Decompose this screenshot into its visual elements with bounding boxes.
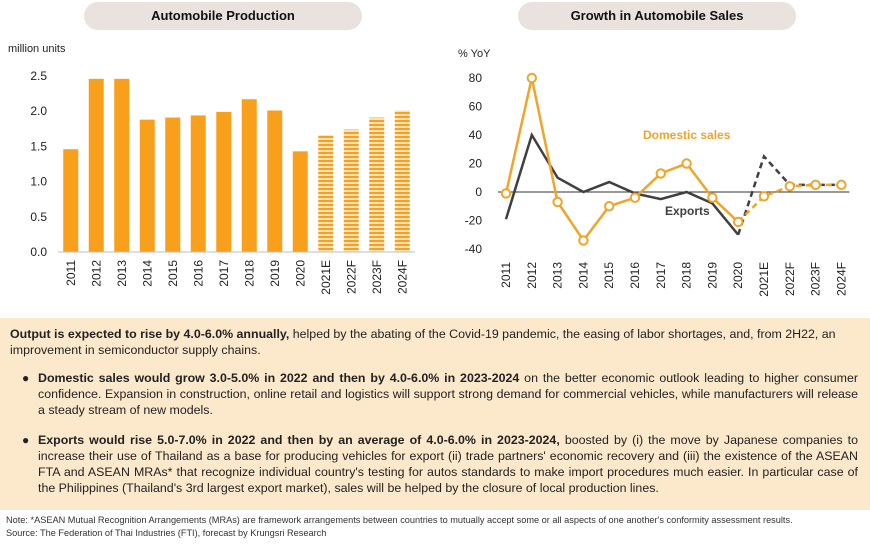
line-y-tick-label: 60 bbox=[469, 100, 483, 114]
bullet-marker-1: ● bbox=[22, 371, 30, 385]
source-footnote: Source: The Federation of Thai Industrie… bbox=[6, 528, 327, 538]
production-bar bbox=[114, 78, 130, 252]
exports-bullet-text: boosted by (i) the move by Japanese comp… bbox=[38, 433, 858, 495]
summary-lead-paragraph: Output is expected to rise by 4.0-6.0% a… bbox=[10, 326, 862, 358]
domestic-sales-marker bbox=[707, 192, 718, 203]
automobile-sales-growth-line-chart: % YoY 80 60 40 20 0 -20 -40 2011 2012 2013 2014 20… bbox=[458, 48, 850, 297]
production-bar bbox=[394, 110, 410, 252]
bar-x-tick-label: 2015 bbox=[166, 260, 180, 287]
note-footnote: Note: *ASEAN Mutual Recognition Arrangem… bbox=[6, 515, 793, 525]
line-y-tick-label: 80 bbox=[469, 71, 483, 85]
production-bar bbox=[343, 129, 359, 252]
line-y-tick-label: -20 bbox=[465, 214, 483, 228]
production-bar bbox=[241, 99, 257, 253]
bar-y-tick-label: 1.0 bbox=[30, 175, 47, 189]
exports-forecast-line bbox=[737, 153, 842, 236]
line-x-tick-label: 2016 bbox=[628, 262, 642, 289]
line-x-tick-label: 2012 bbox=[525, 262, 539, 289]
production-bar bbox=[63, 149, 79, 252]
domestic-sales-bullet: Domestic sales would grow 3.0-5.0% in 20… bbox=[38, 370, 858, 418]
bar-x-tick-label: 2011 bbox=[64, 260, 78, 286]
domestic-sales-marker bbox=[552, 196, 563, 208]
domestic-sales-marker bbox=[836, 179, 847, 191]
bar-x-tick-label: 2013 bbox=[115, 260, 129, 287]
line-x-tick-label: 2017 bbox=[654, 262, 668, 289]
domestic-sales-marker bbox=[655, 168, 667, 179]
bar-x-tick-label: 2017 bbox=[217, 260, 231, 287]
line-y-tick-label: 0 bbox=[475, 185, 482, 199]
bar-x-tick-label: 2020 bbox=[293, 260, 307, 287]
production-bar bbox=[216, 111, 232, 253]
production-bar bbox=[369, 117, 385, 252]
domestic-sales-marker bbox=[758, 191, 770, 202]
bar-x-tick-label: 2022F bbox=[344, 260, 358, 294]
production-bar bbox=[292, 151, 308, 252]
production-bar bbox=[267, 110, 283, 252]
summary-lead-bold: Output is expected to rise by 4.0-6.0% a… bbox=[10, 327, 290, 341]
line-x-tick-label: 2020 bbox=[731, 262, 745, 289]
production-bar bbox=[88, 78, 104, 252]
line-x-tick-label: 2014 bbox=[576, 262, 590, 289]
production-bar bbox=[165, 117, 181, 252]
domestic-sales-marker bbox=[578, 235, 589, 246]
domestic-sales-marker bbox=[681, 158, 692, 169]
domestic-sales-marker bbox=[500, 188, 512, 199]
line-x-tick-label: 2021E bbox=[757, 262, 771, 297]
production-bar bbox=[190, 115, 206, 252]
summary-lead-text: helped by the abating of the Covid-19 pa… bbox=[10, 327, 836, 357]
line-x-tick-label: 2024F bbox=[834, 262, 848, 296]
bar-y-tick-label: 1.5 bbox=[30, 139, 47, 153]
domestic-sales-marker bbox=[526, 72, 538, 84]
line-y-tick-label: -40 bbox=[465, 242, 483, 256]
domestic-sales-marker bbox=[604, 201, 615, 212]
bar-x-tick-label: 2024F bbox=[395, 260, 409, 294]
exports-series-label: Exports bbox=[665, 204, 710, 218]
summary-panel: Output is expected to rise by 4.0-6.0% a… bbox=[0, 318, 870, 510]
bar-x-tick-label: 2019 bbox=[268, 260, 282, 287]
domestic-sales-marker bbox=[733, 216, 744, 228]
domestic-sales-bullet-text: on the better economic outlook leading t… bbox=[38, 371, 858, 417]
bar-y-tick-label: 2.0 bbox=[30, 104, 47, 118]
line-y-tick-label: 20 bbox=[469, 157, 483, 171]
bar-y-tick-label: 0.0 bbox=[30, 245, 47, 259]
bar-y-tick-label: 0.5 bbox=[30, 210, 47, 224]
line-x-tick-label: 2022F bbox=[783, 262, 797, 296]
line-x-tick-label: 2011 bbox=[499, 262, 513, 288]
production-bar bbox=[139, 119, 155, 252]
bar-x-tick-label: 2014 bbox=[140, 260, 154, 287]
bar-x-tick-label: 2012 bbox=[89, 260, 103, 287]
line-x-tick-label: 2023F bbox=[809, 262, 823, 296]
bar-x-tick-label: 2016 bbox=[191, 260, 205, 287]
exports-bullet: Exports would rise 5.0-7.0% in 2022 and … bbox=[38, 432, 858, 496]
domestic-sales-line bbox=[504, 77, 740, 243]
domestic-sales-series-label: Domestic sales bbox=[643, 128, 731, 142]
line-x-tick-label: 2013 bbox=[551, 262, 565, 289]
line-x-tick-label: 2019 bbox=[705, 262, 719, 289]
domestic-sales-marker bbox=[784, 181, 795, 192]
exports-line bbox=[504, 131, 740, 236]
production-chart-title: Automobile Production bbox=[84, 2, 362, 30]
bar-x-tick-label: 2021E bbox=[319, 260, 333, 295]
bar-chart-y-axis-label: million units bbox=[8, 43, 66, 55]
line-y-tick-label: 40 bbox=[469, 128, 483, 142]
bar-x-tick-label: 2018 bbox=[242, 260, 256, 287]
exports-bullet-bold: Exports would rise 5.0-7.0% in 2022 and … bbox=[38, 433, 560, 447]
bar-y-tick-label: 2.5 bbox=[30, 69, 47, 83]
line-chart-y-axis-label: % YoY bbox=[458, 48, 491, 60]
sales-growth-chart-title: Growth in Automobile Sales bbox=[518, 2, 796, 30]
line-x-tick-label: 2018 bbox=[680, 262, 694, 289]
domestic-sales-bullet-bold: Domestic sales would grow 3.0-5.0% in 20… bbox=[38, 371, 520, 385]
line-x-tick-label: 2015 bbox=[602, 262, 616, 289]
automobile-production-bar-chart: million units 0.0 0.5 1.0 1.5 2.0 2.5 2011 201… bbox=[8, 43, 415, 295]
production-bar bbox=[318, 135, 334, 252]
bullet-marker-2: ● bbox=[22, 433, 30, 447]
domestic-sales-marker bbox=[810, 179, 821, 191]
domestic-sales-marker bbox=[629, 192, 641, 203]
bar-x-tick-label: 2023F bbox=[370, 260, 384, 294]
